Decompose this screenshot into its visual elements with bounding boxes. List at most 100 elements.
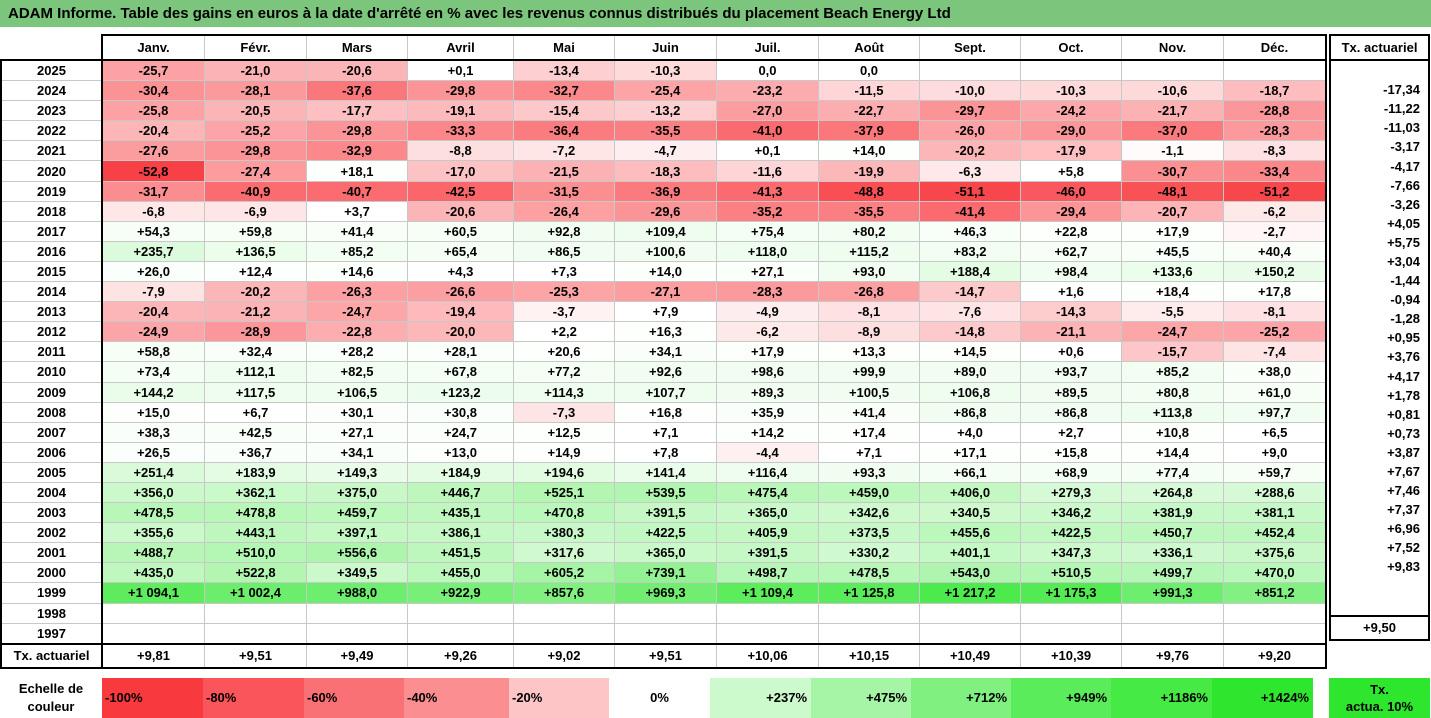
gain-cell: +349,5 (306, 562, 408, 584)
table-row: 2023 -25,8 -20,5 -17,7 -19,1 -15,4 -13,2 -27,0-… (0, 100, 1327, 122)
gain-cell (1223, 59, 1327, 82)
gain-cell: +1 094,1 (101, 582, 205, 604)
scale-swatch: +237% (710, 678, 811, 718)
scale-swatch: +1424% (1212, 678, 1313, 718)
gain-cell: -29,4 (1020, 200, 1122, 222)
rate-value: +1,78 (1329, 385, 1430, 405)
gain-cell: +1 002,4 (204, 582, 307, 604)
gain-cell: -15,7 (1121, 341, 1224, 363)
gain-cell: +4,0 (919, 421, 1021, 443)
year-label: 2024 (0, 80, 103, 102)
year-label: 2012 (0, 321, 103, 343)
gain-cell: -46,0 (1020, 180, 1122, 202)
gain-cell: +342,6 (818, 502, 920, 524)
gain-cell: +61,0 (1223, 381, 1327, 403)
table-row: 2000 +435,0 +522,8 +349,5 +455,0 +605,2 +739,1… (0, 562, 1327, 584)
gain-cell: +5,8 (1020, 160, 1122, 182)
gain-cell: -28,1 (204, 80, 307, 102)
gain-cell: -31,5 (513, 180, 615, 202)
gain-cell: -30,4 (101, 80, 205, 102)
gain-cell (101, 602, 205, 624)
table-row: 2005 +251,4 +183,9 +149,3 +184,9 +194,6 +141,4… (0, 461, 1327, 483)
gain-cell: -7,4 (1223, 341, 1327, 363)
gain-cell: +851,2 (1223, 582, 1327, 604)
gain-cell: -52,8 (101, 160, 205, 182)
gain-cell: +12,5 (513, 421, 615, 443)
year-label: 2007 (0, 421, 103, 443)
gain-cell: -20,7 (1121, 200, 1224, 222)
gain-cell: -26,6 (407, 281, 514, 303)
gain-cell: -25,8 (101, 100, 205, 122)
gain-cell: -36,4 (513, 120, 615, 142)
gain-cell (1223, 622, 1327, 645)
scale-swatch: -40% (404, 678, 509, 718)
gain-cell: +10,8 (1121, 421, 1224, 443)
gain-cell: -51,2 (1223, 180, 1327, 202)
gain-cell: -19,1 (407, 100, 514, 122)
gain-cell: +605,2 (513, 562, 615, 584)
gain-cell: +362,1 (204, 481, 307, 504)
gain-cell: +183,9 (204, 461, 307, 483)
gain-cell: +106,8 (919, 381, 1021, 403)
scale-swatch: 0% (609, 678, 710, 718)
gain-cell: +435,1 (407, 502, 514, 524)
footer-overall-rate: +9,50 (1329, 614, 1430, 641)
footer-rate-cell: +9,81 (101, 642, 205, 669)
gain-cell: +28,1 (407, 341, 514, 363)
gain-cell: +41,4 (818, 401, 920, 423)
gain-cell: +82,5 (306, 361, 408, 383)
footer-rate-cell: +9,26 (407, 642, 514, 669)
table-row: 2020 -52,8 -27,4 +18,1 -17,0 -21,5 -18,3 -11,6-… (0, 160, 1327, 182)
gain-cell: +123,2 (407, 381, 514, 403)
gain-cell: -20,0 (407, 321, 514, 343)
gain-cell: -51,1 (919, 180, 1021, 202)
footer-rate-cell: +10,06 (716, 642, 819, 669)
year-label: 2018 (0, 200, 103, 222)
gain-cell: +97,7 (1223, 401, 1327, 423)
month-header: Avril (407, 34, 514, 61)
gain-cell: +106,5 (306, 381, 408, 403)
rate-value: -3,26 (1329, 194, 1430, 214)
month-header: Mars (306, 34, 408, 61)
gain-cell: +89,3 (716, 381, 819, 403)
gain-cell: -28,8 (1223, 100, 1327, 122)
footer-rate-cell: +9,51 (204, 642, 307, 669)
year-label: 2003 (0, 502, 103, 524)
gain-cell: +83,2 (919, 240, 1021, 262)
table-row: 2015 +26,0 +12,4 +14,6 +4,3 +7,3 +14,0 +27,1 +93… (0, 260, 1327, 283)
gain-cell: +12,4 (204, 260, 307, 283)
table-row: 2024 -30,4 -28,1 -37,6 -29,8 -32,7 -25,4 -23,2-… (0, 80, 1327, 102)
gain-cell: +45,5 (1121, 240, 1224, 262)
gain-cell: -20,6 (306, 59, 408, 82)
gain-cell: +30,1 (306, 401, 408, 423)
gain-cell: -8,1 (818, 301, 920, 323)
gain-cell: 0,0 (818, 59, 920, 82)
gain-cell: -32,9 (306, 140, 408, 162)
gain-cell: -20,2 (204, 281, 307, 303)
gain-cell: -29,0 (1020, 120, 1122, 142)
gain-cell: +510,5 (1020, 562, 1122, 584)
gain-cell: -35,5 (614, 120, 717, 142)
gain-cell: +54,3 (101, 220, 205, 242)
rate-value: +7,67 (1329, 461, 1430, 482)
gain-cell: +446,7 (407, 481, 514, 504)
gain-cell (204, 602, 307, 624)
gain-cell (407, 622, 514, 645)
gain-cell: -19,9 (818, 160, 920, 182)
gain-cell (407, 602, 514, 624)
gain-cell: +969,3 (614, 582, 717, 604)
gain-cell: -37,0 (1121, 120, 1224, 142)
gain-cell: -40,9 (204, 180, 307, 202)
gain-cell: -7,2 (513, 140, 615, 162)
gain-cell: -26,8 (818, 281, 920, 303)
gain-cell: +46,3 (919, 220, 1021, 242)
table-row: 2018 -6,8 -6,9 +3,7 -20,6 -26,4 -29,6 -35,2 -35,… (0, 200, 1327, 222)
gain-cell: +150,2 (1223, 260, 1327, 283)
gain-cell: +1 109,4 (716, 582, 819, 604)
year-label: 2020 (0, 160, 103, 182)
gain-cell: +14,0 (818, 140, 920, 162)
gain-cell (818, 602, 920, 624)
gain-cell: +451,5 (407, 542, 514, 564)
rate-value: -11,03 (1329, 118, 1430, 138)
footer-rate-cell: +9,76 (1121, 642, 1224, 669)
